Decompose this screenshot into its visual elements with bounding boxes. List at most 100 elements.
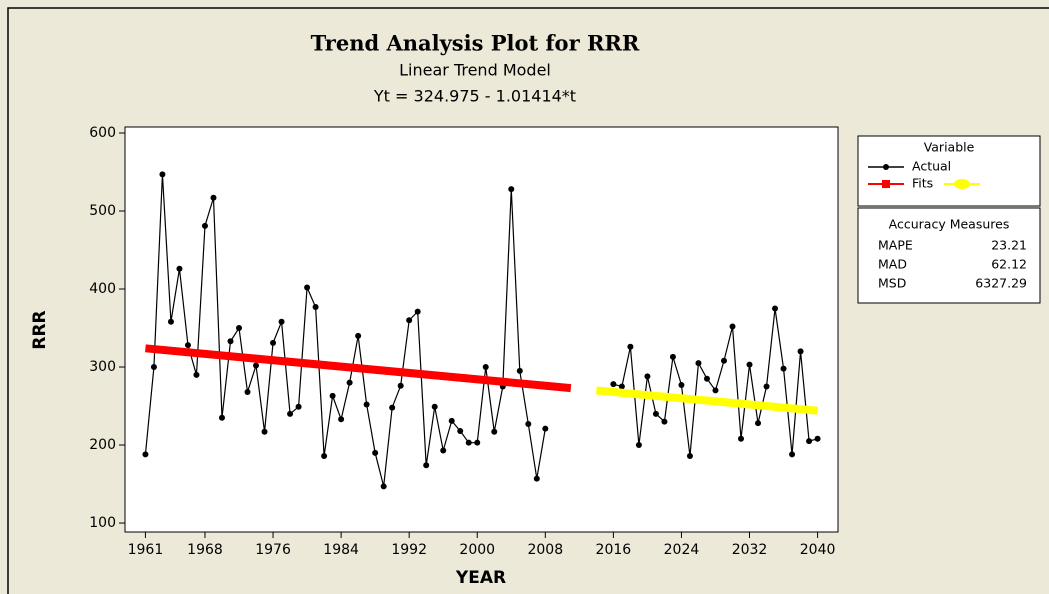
accuracy-title: Accuracy Measures — [889, 217, 1010, 232]
marker — [806, 438, 813, 445]
x-tick-label: 2008 — [527, 542, 563, 558]
marker — [703, 375, 710, 382]
marker — [695, 360, 702, 367]
marker — [610, 381, 617, 388]
y-tick-label: 600 — [89, 125, 116, 141]
marker — [423, 462, 430, 469]
marker — [516, 367, 523, 374]
plot-area — [124, 126, 839, 533]
marker — [287, 410, 294, 417]
marker — [746, 361, 753, 368]
marker — [525, 420, 532, 427]
marker — [780, 365, 787, 372]
marker — [491, 428, 498, 435]
y-axis-label: RRR — [30, 310, 50, 349]
accuracy-label: MAPE — [878, 238, 913, 253]
marker — [329, 392, 336, 399]
marker — [644, 373, 651, 380]
marker — [380, 483, 387, 490]
legend-marker — [883, 164, 889, 170]
legend-marker — [954, 179, 970, 189]
y-tick-label: 500 — [89, 203, 116, 219]
accuracy-value: 6327.29 — [975, 276, 1027, 291]
marker — [236, 325, 243, 332]
series-line — [595, 386, 818, 415]
marker — [669, 353, 676, 360]
marker — [542, 425, 549, 432]
legend-title: Variable — [924, 140, 975, 155]
chart-title: Trend Analysis Plot for RRR — [311, 31, 640, 56]
y-tick-label: 400 — [89, 281, 116, 297]
chart-subtitle: Linear Trend Model — [399, 61, 551, 80]
x-tick-label: 2032 — [732, 542, 768, 558]
marker — [465, 439, 472, 446]
marker — [167, 318, 174, 325]
marker — [389, 404, 396, 411]
marker — [814, 435, 821, 442]
x-tick-label: 2040 — [800, 542, 836, 558]
marker — [210, 194, 217, 201]
marker — [261, 428, 268, 435]
marker — [338, 416, 345, 423]
marker — [218, 414, 225, 421]
series-line — [144, 174, 546, 487]
marker — [635, 442, 642, 449]
marker — [184, 342, 191, 349]
marker — [618, 383, 625, 390]
marker — [457, 427, 464, 434]
marker — [355, 332, 362, 339]
marker — [712, 387, 719, 394]
marker — [755, 420, 762, 427]
x-axis-label: YEAR — [455, 568, 506, 588]
marker — [278, 318, 285, 325]
series-line — [145, 344, 572, 393]
marker — [312, 303, 319, 310]
x-tick-label: 1976 — [255, 542, 291, 558]
legend-label: Fits — [912, 176, 933, 191]
y-tick-label: 300 — [89, 359, 116, 375]
marker — [176, 265, 183, 272]
accuracy-box — [857, 207, 1041, 304]
marker — [738, 435, 745, 442]
marker — [533, 475, 540, 482]
marker — [270, 339, 277, 346]
y-tick-label: 200 — [89, 437, 116, 453]
accuracy-label: MSD — [878, 276, 906, 291]
marker — [627, 343, 634, 350]
y-tick-label: 100 — [89, 515, 116, 531]
marker — [397, 382, 404, 389]
marker — [763, 383, 770, 390]
marker — [227, 338, 234, 345]
marker — [414, 308, 421, 315]
marker — [142, 451, 149, 458]
frame — [7, 7, 1049, 594]
x-tick-label: 1961 — [128, 542, 164, 558]
marker — [686, 452, 693, 459]
marker — [193, 371, 200, 378]
marker — [201, 222, 208, 229]
x-tick-label: 1968 — [187, 542, 223, 558]
marker — [295, 403, 302, 410]
marker — [244, 388, 251, 395]
legend-label: Actual — [912, 159, 951, 174]
marker — [431, 403, 438, 410]
marker — [661, 418, 668, 425]
marker — [508, 186, 515, 193]
marker — [652, 410, 659, 417]
equation: Yt = 324.975 - 1.01414*t — [373, 87, 576, 106]
x-tick-label: 2024 — [664, 542, 700, 558]
legend-marker — [882, 180, 890, 188]
legend-box — [857, 135, 1041, 207]
x-tick-label: 1992 — [391, 542, 427, 558]
marker — [789, 451, 796, 458]
accuracy-value: 62.12 — [991, 257, 1027, 272]
marker — [372, 449, 379, 456]
x-tick-label: 2000 — [459, 542, 495, 558]
marker — [678, 381, 685, 388]
marker — [253, 362, 260, 369]
accuracy-value: 23.21 — [991, 238, 1027, 253]
marker — [474, 439, 481, 446]
marker — [159, 171, 166, 178]
marker — [363, 401, 370, 408]
marker — [406, 317, 413, 324]
